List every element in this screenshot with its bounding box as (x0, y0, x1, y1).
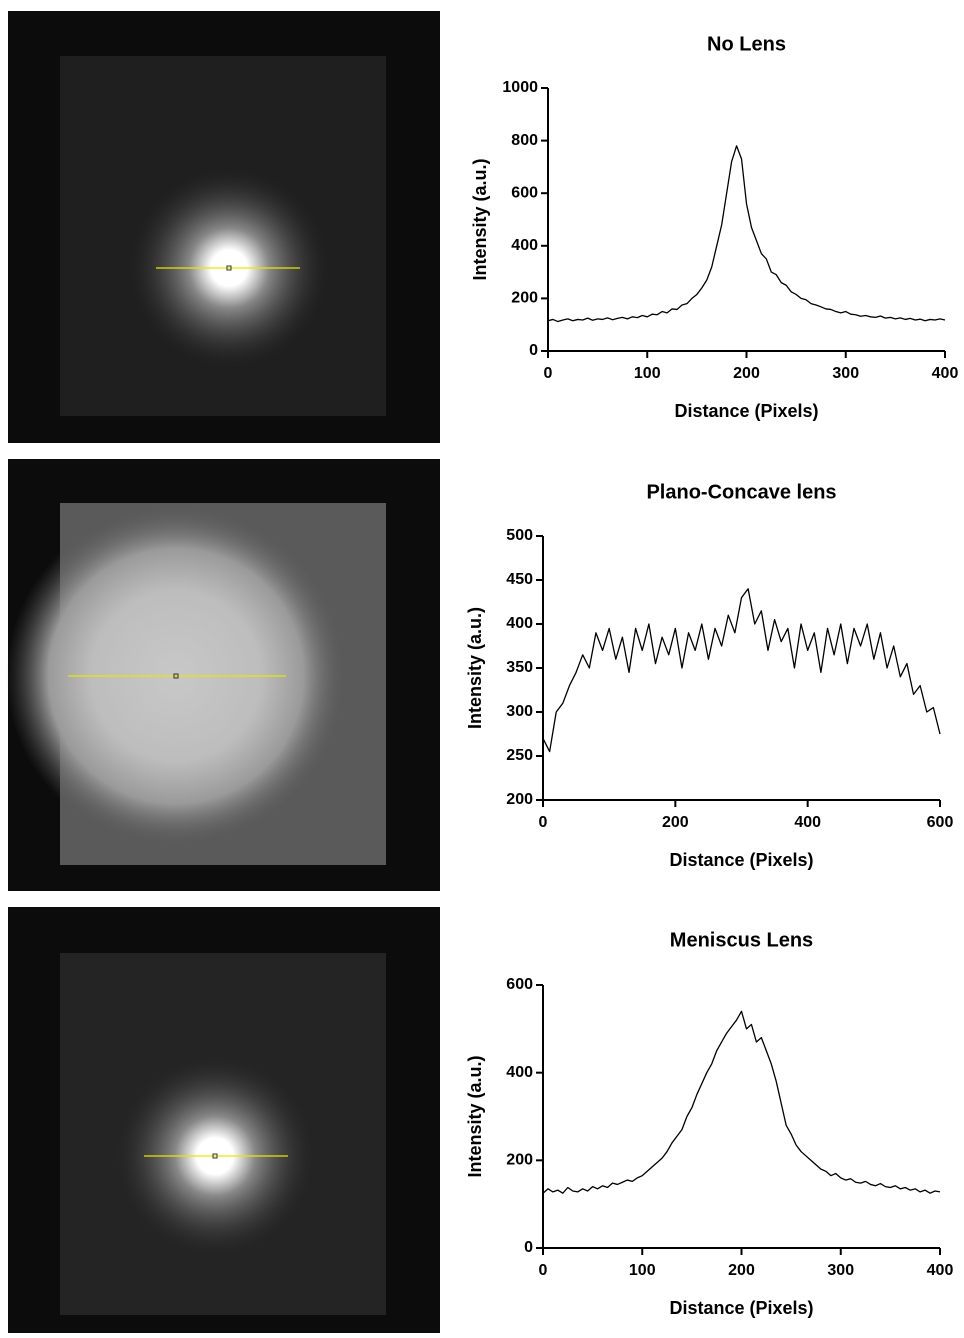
x-tick-label: 400 (932, 365, 959, 382)
y-axis-label: Intensity (a.u.) (465, 1055, 485, 1177)
y-tick-label: 350 (506, 659, 533, 676)
x-tick-label: 0 (539, 1262, 548, 1279)
x-tick-label: 600 (927, 814, 954, 831)
x-tick-label: 300 (827, 1262, 854, 1279)
x-tick-label: 200 (662, 814, 689, 831)
y-tick-label: 400 (506, 615, 533, 632)
y-tick-label: 300 (506, 703, 533, 720)
profile-line (542, 1010, 941, 1194)
x-axis-label: Distance (Pixels) (674, 401, 818, 421)
y-tick-label: 400 (511, 237, 538, 254)
y-tick-label: 250 (506, 747, 533, 764)
y-tick-label: 0 (524, 1239, 533, 1256)
y-tick-label: 1000 (502, 79, 538, 96)
x-tick-label: 0 (539, 814, 548, 831)
y-axis-label: Intensity (a.u.) (465, 607, 485, 729)
x-axis-label: Distance (Pixels) (669, 1298, 813, 1318)
y-tick-label: 400 (506, 1064, 533, 1081)
y-tick-label: 0 (529, 342, 538, 359)
microscope-image (6, 459, 440, 891)
x-tick-label: 0 (544, 365, 553, 382)
chart-title: No Lens (707, 33, 786, 55)
x-tick-label: 200 (728, 1262, 755, 1279)
x-tick-label: 200 (733, 365, 760, 382)
y-tick-label: 600 (511, 184, 538, 201)
y-tick-label: 800 (511, 132, 538, 149)
y-axis-label: Intensity (a.u.) (470, 158, 490, 280)
x-tick-label: 100 (629, 1262, 656, 1279)
microscope-image (8, 11, 440, 443)
profile-line (542, 588, 941, 753)
y-tick-label: 600 (506, 976, 533, 993)
x-tick-label: 300 (832, 365, 859, 382)
x-axis-label: Distance (Pixels) (669, 850, 813, 870)
profile-line (547, 145, 946, 323)
y-tick-label: 200 (506, 1152, 533, 1169)
y-tick-label: 500 (506, 527, 533, 544)
microscope-image (8, 907, 440, 1333)
x-tick-label: 400 (794, 814, 821, 831)
y-tick-label: 200 (506, 791, 533, 808)
y-tick-label: 200 (511, 290, 538, 307)
chart-title: Meniscus Lens (670, 929, 813, 951)
x-tick-label: 400 (927, 1262, 954, 1279)
chart-title: Plano-Concave lens (646, 481, 836, 503)
x-tick-label: 100 (634, 365, 661, 382)
y-tick-label: 450 (506, 571, 533, 588)
